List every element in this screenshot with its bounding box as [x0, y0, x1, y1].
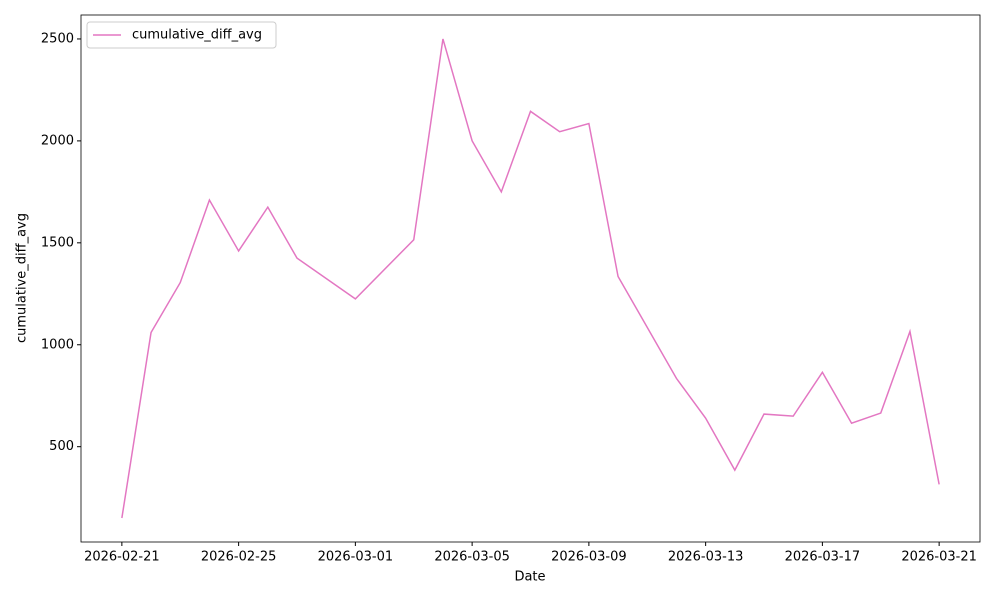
y-tick-label: 2000	[41, 133, 74, 148]
data-line	[121, 38, 940, 519]
y-tick-label: 1500	[41, 235, 74, 250]
x-tick-label: 2026-03-21	[901, 550, 977, 565]
x-tick-label: 2026-03-01	[318, 550, 394, 565]
y-tick-label: 1000	[41, 337, 74, 352]
y-tick-label: 2500	[41, 31, 74, 46]
y-tick-label: 500	[49, 439, 74, 454]
legend-label: cumulative_diff_avg	[132, 28, 262, 43]
x-tick-label: 2026-02-21	[84, 550, 160, 565]
x-tick-label: 2026-03-05	[434, 550, 510, 565]
plot-frame	[80, 14, 981, 543]
x-tick-label: 2026-03-17	[785, 550, 861, 565]
x-tick-label: 2026-03-09	[551, 550, 627, 565]
x-axis-label: Date	[514, 570, 545, 585]
x-tick-label: 2026-02-25	[201, 550, 277, 565]
y-axis-label: cumulative_diff_avg	[15, 213, 30, 343]
legend-box	[86, 21, 277, 49]
x-tick-label: 2026-03-13	[668, 550, 744, 565]
